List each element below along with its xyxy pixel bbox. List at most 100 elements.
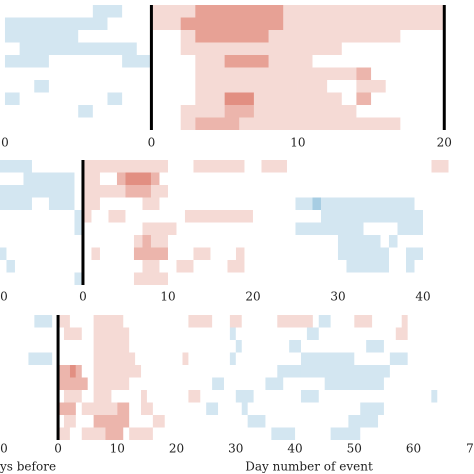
heatmap-cell bbox=[150, 235, 168, 248]
x-tick-label: 20 bbox=[245, 290, 260, 304]
heatmap-cell bbox=[320, 210, 423, 223]
heatmap-cell bbox=[133, 272, 168, 285]
heatmap-cell bbox=[74, 222, 83, 235]
heatmap-cell bbox=[295, 222, 364, 235]
heatmap-cell bbox=[354, 315, 373, 328]
heatmap-cell bbox=[389, 352, 408, 365]
heatmap-cell bbox=[366, 340, 384, 353]
heatmap-cell bbox=[34, 315, 53, 328]
heatmap-cell bbox=[184, 210, 253, 223]
heatmap-cell bbox=[227, 260, 245, 273]
heatmap-cell bbox=[93, 365, 142, 378]
heatmap-cell bbox=[82, 172, 100, 185]
heatmap-cell bbox=[405, 247, 423, 260]
x-tick-label: 10 bbox=[160, 290, 175, 304]
heatmap-cell bbox=[58, 315, 70, 328]
heatmap-cell bbox=[69, 365, 76, 378]
x-tick-label: 50 bbox=[347, 442, 362, 456]
heatmap-cell bbox=[212, 377, 224, 390]
heatmap-cell bbox=[247, 415, 266, 428]
heatmap-cell bbox=[195, 67, 357, 80]
heatmap-cell bbox=[82, 197, 100, 210]
heatmap-cell bbox=[346, 260, 389, 273]
heatmap-cell bbox=[195, 30, 269, 43]
heatmap-cell bbox=[320, 197, 415, 210]
heatmap-cell bbox=[431, 390, 438, 403]
heatmap-cell bbox=[81, 402, 118, 415]
heatmap-cell bbox=[235, 340, 242, 353]
heatmap-cell bbox=[58, 427, 70, 440]
x-tick-label: 7 bbox=[466, 442, 474, 456]
heatmap-cell bbox=[93, 390, 112, 403]
heatmap-cell bbox=[388, 235, 398, 248]
heatmap-cell bbox=[125, 185, 151, 198]
heatmap-cell bbox=[141, 390, 147, 403]
heatmap-cell bbox=[253, 92, 342, 105]
heatmap-cell bbox=[93, 377, 130, 390]
heatmap-cell bbox=[92, 5, 123, 18]
heatmap-cell bbox=[289, 340, 301, 353]
heatmap-cell bbox=[405, 260, 415, 273]
heatmap-cell bbox=[337, 247, 389, 260]
heatmap-cell bbox=[195, 92, 225, 105]
heatmap-cell bbox=[265, 377, 284, 390]
heatmap-cell bbox=[23, 172, 75, 185]
x-tick-label: 10 bbox=[290, 136, 305, 150]
x-tick-label: 40 bbox=[415, 290, 430, 304]
heatmap-cell bbox=[34, 80, 49, 93]
heatmap-cell bbox=[93, 315, 124, 328]
heatmap-cell bbox=[193, 247, 211, 260]
heatmap-cell bbox=[277, 315, 313, 328]
heatmap-cell bbox=[125, 172, 151, 185]
heatmap-cell bbox=[4, 55, 49, 68]
heatmap-cell bbox=[63, 327, 82, 340]
heatmap-cell bbox=[312, 197, 321, 210]
heatmap-cell bbox=[0, 160, 32, 173]
x-tick-label: 0 bbox=[54, 442, 62, 456]
heatmap-cell bbox=[295, 197, 313, 210]
heatmap-cell bbox=[58, 365, 70, 378]
heatmap-cell bbox=[82, 210, 92, 223]
heatmap-cell bbox=[78, 105, 93, 118]
heatmap-cell bbox=[133, 247, 168, 260]
heatmap-cell bbox=[6, 260, 15, 273]
heatmap-cell bbox=[277, 365, 301, 378]
heatmap-cell bbox=[4, 30, 79, 43]
x-tick-label: 20 bbox=[437, 136, 452, 150]
heatmap-cell bbox=[431, 160, 449, 173]
heatmap-cell bbox=[318, 315, 331, 328]
heatmap-cell bbox=[0, 247, 7, 260]
heatmap-cell bbox=[229, 315, 242, 328]
heatmap-cell bbox=[4, 17, 108, 30]
heatmap-cell bbox=[300, 352, 355, 365]
heatmap-cell bbox=[0, 185, 75, 198]
x-tick-label: 0 bbox=[0, 290, 8, 304]
heatmap-cell bbox=[229, 352, 236, 365]
heatmap-cell bbox=[28, 352, 53, 365]
heatmap-cell bbox=[150, 172, 160, 185]
heatmap-cell bbox=[330, 427, 361, 440]
heatmap-cell bbox=[133, 235, 143, 248]
heatmap-cell bbox=[300, 365, 390, 378]
heatmap-cell bbox=[151, 5, 445, 18]
heatmap-cell bbox=[261, 160, 287, 173]
heatmap-cell bbox=[348, 415, 379, 428]
heatmap-cell bbox=[58, 377, 88, 390]
heatmap-cell bbox=[93, 327, 130, 340]
heatmap-cell bbox=[63, 390, 82, 403]
heatmap-cell bbox=[337, 235, 381, 248]
heatmap-cell bbox=[180, 117, 196, 130]
heatmap-cell bbox=[58, 402, 76, 415]
heatmap-cell bbox=[195, 80, 298, 93]
heatmap-cell bbox=[142, 235, 151, 248]
heatmap-cell bbox=[74, 272, 83, 285]
heatmap-cell bbox=[105, 427, 124, 440]
heatmap-cell bbox=[122, 55, 152, 68]
x-tick-label: 60 bbox=[406, 442, 421, 456]
heatmap-cell bbox=[193, 160, 245, 173]
heatmap-cell bbox=[180, 42, 342, 55]
x-tick-label: 10 bbox=[110, 442, 125, 456]
heatmap-cell bbox=[235, 247, 245, 260]
heatmap-cell bbox=[82, 160, 168, 173]
heatmap-cell bbox=[75, 365, 82, 378]
